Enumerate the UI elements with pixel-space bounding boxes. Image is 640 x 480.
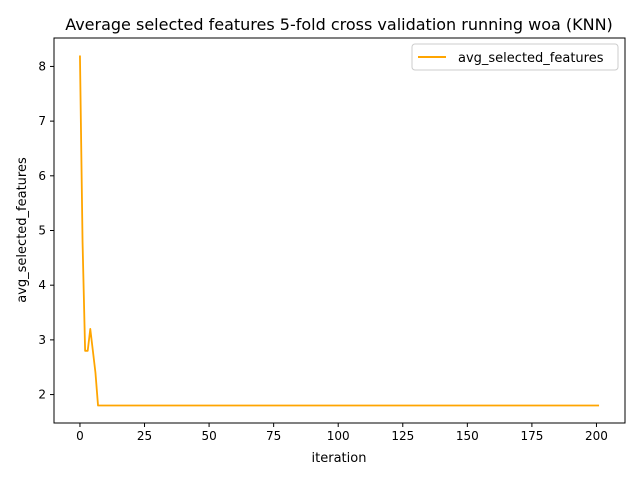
y-tick-label: 7 bbox=[38, 114, 46, 128]
y-axis-label: avg_selected_features bbox=[15, 157, 30, 303]
legend-label: avg_selected_features bbox=[458, 51, 604, 66]
y-tick-label: 6 bbox=[38, 169, 46, 183]
x-tick-label: 125 bbox=[391, 429, 414, 443]
x-tick-label: 150 bbox=[456, 429, 479, 443]
legend: avg_selected_features bbox=[411, 43, 619, 71]
x-tick-label: 175 bbox=[520, 429, 543, 443]
series-line bbox=[79, 55, 600, 407]
x-tick-label: 0 bbox=[76, 429, 84, 443]
x-axis-label: iteration bbox=[312, 451, 367, 466]
x-tick-label: 25 bbox=[137, 429, 152, 443]
x-tick-label: 75 bbox=[266, 429, 281, 443]
x-tick-label: 200 bbox=[585, 429, 608, 443]
y-axis: 2 3 4 5 6 7 8 bbox=[38, 59, 54, 402]
x-tick-label: 100 bbox=[327, 429, 350, 443]
legend-box bbox=[411, 43, 619, 71]
y-tick-label: 2 bbox=[38, 388, 46, 402]
y-tick-label: 5 bbox=[38, 224, 46, 238]
chart-title: Average selected features 5-fold cross v… bbox=[65, 15, 613, 34]
series-layer bbox=[79, 55, 600, 407]
x-tick-label: 50 bbox=[201, 429, 216, 443]
x-axis: 0 25 50 75 100 125 150 175 200 bbox=[76, 423, 608, 443]
y-tick-label: 3 bbox=[38, 333, 46, 347]
y-tick-label: 4 bbox=[38, 278, 46, 292]
y-tick-label: 8 bbox=[38, 59, 46, 73]
